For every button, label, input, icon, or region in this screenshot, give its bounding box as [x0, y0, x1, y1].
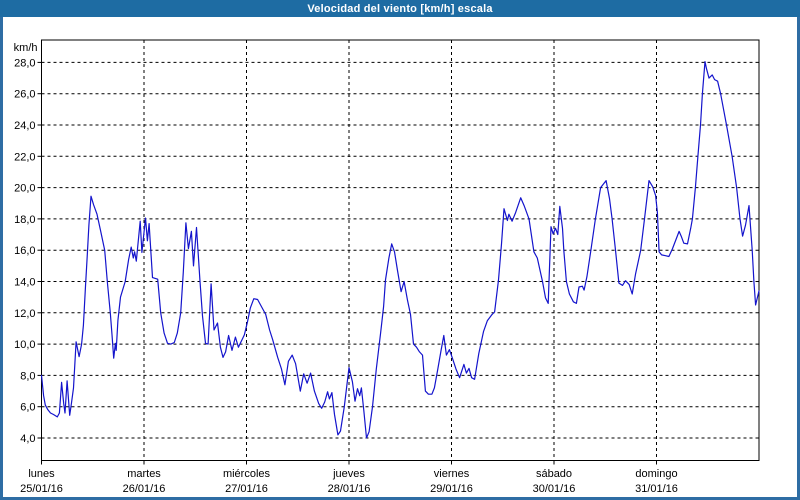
- y-tick-label: 6,0: [20, 402, 35, 414]
- day-name-label: lunes: [28, 468, 55, 480]
- day-name-label: sábado: [536, 468, 572, 480]
- y-tick-label: 26,0: [14, 89, 35, 101]
- day-name-label: miércoles: [223, 468, 271, 480]
- day-name-label: domingo: [635, 468, 677, 480]
- y-tick-label: 16,0: [14, 245, 35, 257]
- wind-speed-series-line: [40, 60, 760, 439]
- y-tick-label: 14,0: [14, 277, 35, 289]
- window-title: Velocidad del viento [km/h] escala: [307, 2, 493, 15]
- y-tick-label: 24,0: [14, 120, 35, 132]
- title-bar: Velocidad del viento [km/h] escala: [0, 0, 800, 17]
- y-tick-label: 12,0: [14, 308, 35, 320]
- day-date-label: 27/01/16: [225, 483, 268, 495]
- y-tick-label: 28,0: [14, 57, 35, 69]
- y-tick-label: 18,0: [14, 214, 35, 226]
- day-name-label: viernes: [434, 468, 470, 480]
- y-tick-label: 20,0: [14, 183, 35, 195]
- day-date-label: 31/01/16: [635, 483, 678, 495]
- day-date-label: 29/01/16: [430, 483, 473, 495]
- day-date-label: 30/01/16: [533, 483, 576, 495]
- title-bar-background: [0, 0, 800, 17]
- day-name-label: martes: [127, 468, 161, 480]
- day-date-label: 26/01/16: [123, 483, 166, 495]
- y-tick-label: 8,0: [20, 370, 35, 382]
- y-tick-label: 10,0: [14, 339, 35, 351]
- day-date-label: 28/01/16: [328, 483, 371, 495]
- y-tick-label: 22,0: [14, 151, 35, 163]
- plot-border: [41, 39, 760, 461]
- y-axis-unit-label: km/h: [14, 42, 38, 54]
- y-tick-label: 4,0: [20, 433, 35, 445]
- day-name-label: jueves: [332, 468, 365, 480]
- day-date-label: 25/01/16: [20, 483, 63, 495]
